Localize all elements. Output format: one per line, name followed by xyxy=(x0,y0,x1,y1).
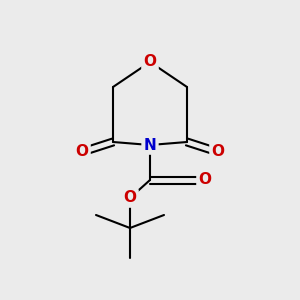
Text: O: O xyxy=(124,190,136,206)
Text: O: O xyxy=(212,145,224,160)
Text: O: O xyxy=(143,55,157,70)
Text: N: N xyxy=(144,137,156,152)
Text: O: O xyxy=(199,172,212,188)
Text: O: O xyxy=(76,145,88,160)
